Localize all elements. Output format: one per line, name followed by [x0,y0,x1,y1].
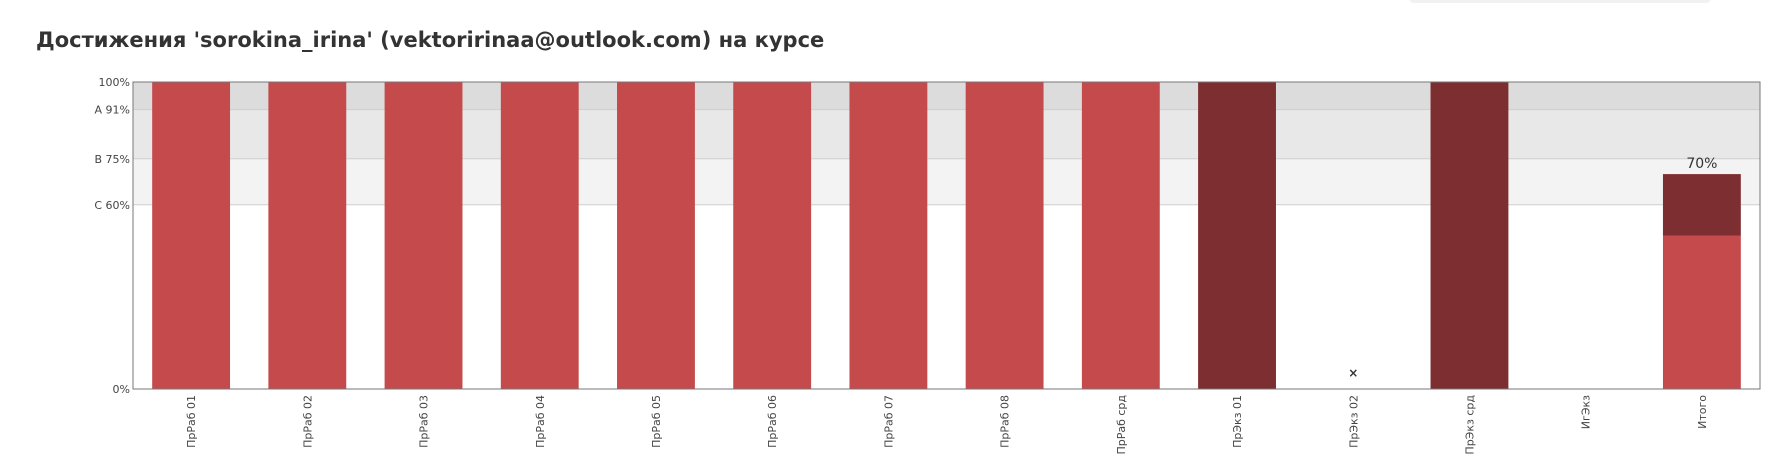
grade-band [133,158,1760,205]
y-tick-label: B 75% [95,153,131,166]
bar-segment [1662,174,1741,236]
bar-segment [268,82,347,389]
bar-segment [1662,235,1741,389]
x-tick-label: ПрРаб срд [1115,395,1128,455]
x-tick-label: ПрЭкз срд [1463,395,1476,455]
grade-band [133,109,1760,159]
grade-band [133,82,1760,110]
bar-segment [849,82,928,389]
bar-segment [617,82,695,389]
y-tick-label: 100% [99,76,130,89]
page-title: Достижения 'sorokina_irina' (vektoririna… [36,28,825,52]
x-tick-label: ПрРаб 01 [185,395,198,448]
y-tick-label: A 91% [95,104,130,117]
grade-bands [133,82,1760,205]
x-tick-label: Итого [1696,395,1709,429]
x-axis: ПрРаб 01 ПрРаб 02 ПрРаб 03 ПрРаб 04 ПрРаб 05… [185,395,1709,455]
bar-segment [1430,82,1509,389]
y-tick-label: C 60% [94,199,130,212]
bar-segment [1198,82,1276,389]
x-tick-label: ИгЭкз [1580,395,1593,429]
y-axis: 0% C 60% B 75% A 91% 100% [94,76,130,396]
bar-segment [500,82,579,389]
bar-segment [384,82,463,389]
x-tick-label: ПрРаб 02 [301,395,314,448]
x-tick-label: ПрЭкз 01 [1231,395,1244,448]
plot-frame [132,81,1761,390]
bar-segment [965,82,1044,389]
data-labels: × 70% [1348,156,1717,380]
bar-segment [152,82,231,389]
x-tick-label: ПрРаб 06 [766,395,779,448]
x-tick-label: ПрЭкз 02 [1347,395,1360,448]
bar-segment [733,82,812,389]
x-tick-label: ПрРаб 08 [999,395,1012,448]
x-tick-label: ПрРаб 04 [534,395,547,448]
bars [152,82,1741,389]
y-tick-label: 0% [113,383,130,396]
x-tick-label: ПрРаб 03 [418,395,431,448]
data-label: 70% [1686,156,1717,172]
x-tick-label: ПрРаб 07 [882,395,895,448]
missing-marker: × [1348,366,1358,380]
x-tick-label: ПрРаб 05 [650,395,663,448]
top-bar-shadow [1410,0,1710,3]
bar-segment [1081,82,1160,389]
